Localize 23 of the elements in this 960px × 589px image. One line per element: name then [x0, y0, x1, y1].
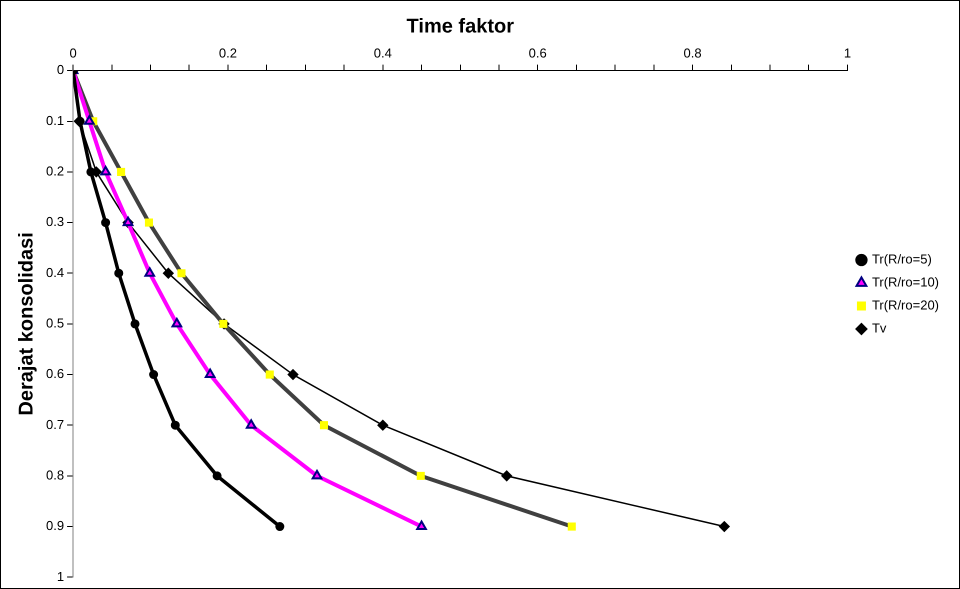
y-tick-label: 0.3 [46, 214, 64, 230]
x-tick-label: 0.8 [684, 45, 702, 60]
legend-label: Tv [872, 320, 887, 336]
y-tick-label: 1 [56, 568, 64, 584]
y-tick-label: 0.5 [46, 315, 64, 330]
y-tick-label: 0.2 [46, 164, 64, 178]
y-tick-label: 0.9 [46, 518, 64, 534]
y-tick-label: 0.4 [46, 264, 64, 280]
x-tick-label: 1 [844, 45, 852, 60]
y-axis-title: Derajat konsolidasi [16, 232, 38, 416]
y-tick-label: 0.8 [46, 467, 64, 482]
y-tick-label: 0 [56, 62, 64, 78]
x-axis-title: Time faktor [406, 16, 514, 38]
legend-label: Tr(R/ro=5) [872, 252, 932, 267]
y-tick-label: 0.1 [46, 112, 64, 128]
x-tick-label: 0.6 [528, 45, 547, 60]
legend-label: Tr(R/ro=20) [872, 298, 940, 313]
x-tick-label: 0.4 [374, 45, 392, 60]
legend-label: Tr(R/ro=10) [872, 274, 940, 290]
x-tick-label: 0 [69, 45, 77, 60]
y-tick-label: 0.6 [46, 366, 64, 382]
y-tick-label: 0.7 [46, 416, 64, 432]
x-tick-label: 0.2 [218, 45, 237, 60]
